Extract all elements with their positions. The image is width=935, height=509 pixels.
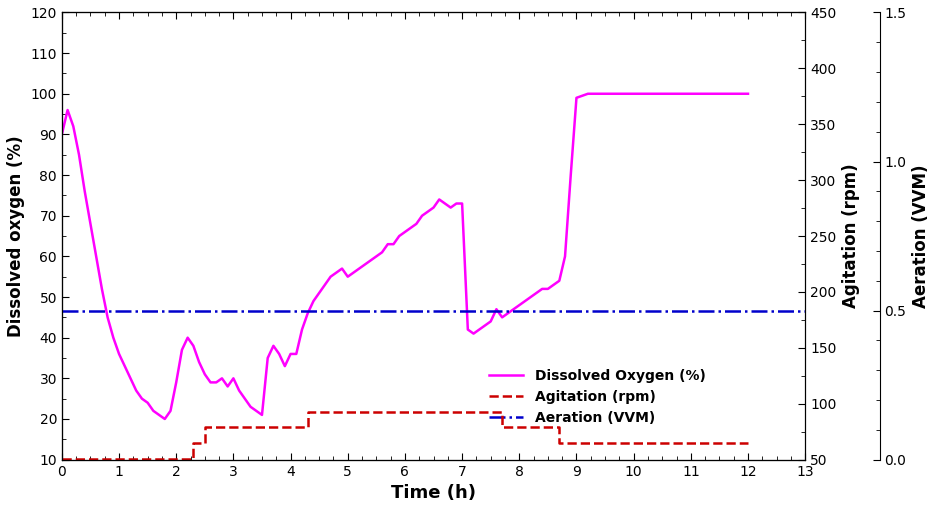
Agitation (rpm) (302, 424, 313, 430)
Agitation (rpm) (588, 440, 599, 446)
Agitation (rpm) (56, 456, 67, 462)
Agitation (rpm) (302, 409, 313, 415)
Agitation (rpm) (742, 440, 754, 446)
Dissolved Oxygen (%) (159, 416, 170, 422)
X-axis label: Time (h): Time (h) (391, 484, 476, 502)
Dissolved Oxygen (%) (56, 131, 67, 137)
Agitation (rpm) (199, 424, 210, 430)
Y-axis label: Aeration (VVM): Aeration (VVM) (912, 164, 930, 308)
Agitation (rpm) (588, 440, 599, 446)
Line: Dissolved Oxygen (%): Dissolved Oxygen (%) (62, 94, 748, 419)
Agitation (rpm) (199, 440, 210, 446)
Legend: Dissolved Oxygen (%), Agitation (rpm), Aeration (VVM): Dissolved Oxygen (%), Agitation (rpm), A… (483, 363, 711, 430)
Y-axis label: Agitation (rpm): Agitation (rpm) (842, 164, 860, 308)
Dissolved Oxygen (%) (583, 91, 594, 97)
Agitation (rpm) (188, 456, 199, 462)
Agitation (rpm) (554, 440, 565, 446)
Agitation (rpm) (496, 424, 508, 430)
Agitation (rpm) (496, 409, 508, 415)
Dissolved Oxygen (%) (102, 314, 113, 320)
Line: Agitation (rpm): Agitation (rpm) (62, 412, 748, 459)
Dissolved Oxygen (%) (91, 253, 102, 260)
Agitation (rpm) (554, 424, 565, 430)
Agitation (rpm) (188, 440, 199, 446)
Y-axis label: Dissolved oxygen (%): Dissolved oxygen (%) (7, 135, 25, 337)
Dissolved Oxygen (%) (485, 318, 496, 324)
Dissolved Oxygen (%) (742, 91, 754, 97)
Dissolved Oxygen (%) (371, 253, 382, 260)
Dissolved Oxygen (%) (325, 274, 337, 280)
Dissolved Oxygen (%) (410, 221, 422, 227)
